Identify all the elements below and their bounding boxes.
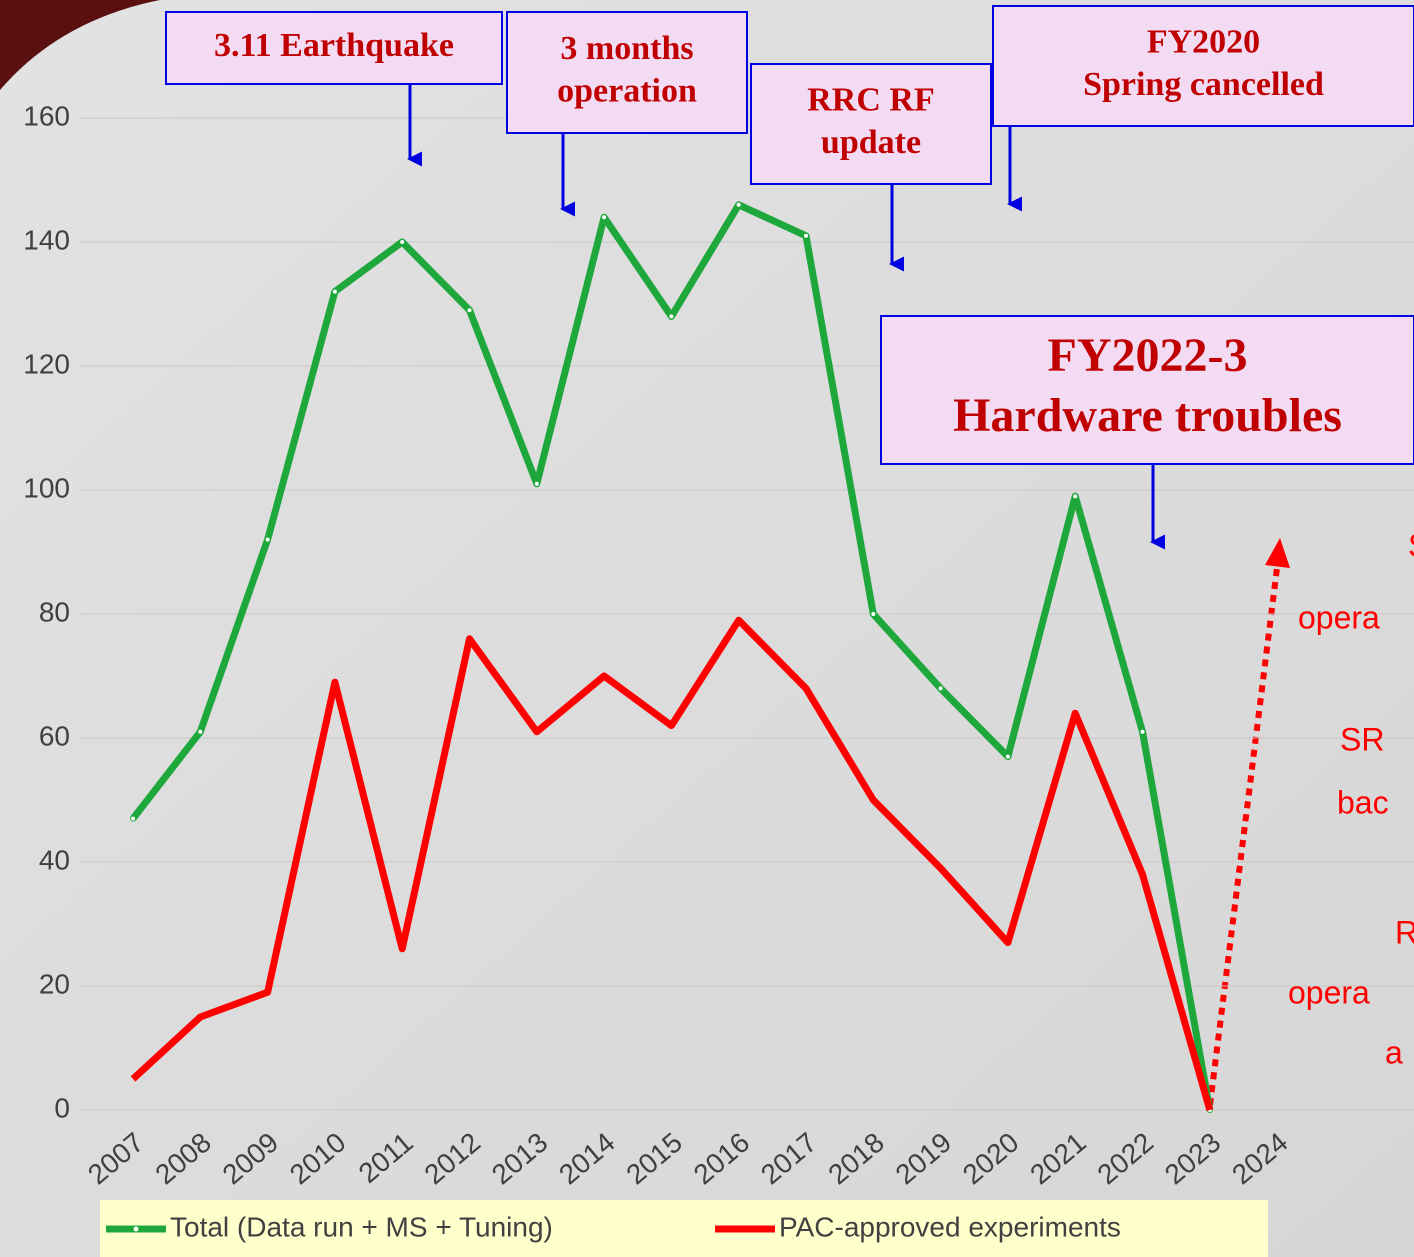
y-tick-label: 0	[54, 1092, 70, 1123]
point-marker	[399, 239, 406, 245]
point-marker	[1139, 728, 1146, 735]
annotation-text: Hardware troubles	[953, 389, 1342, 442]
point-marker	[937, 685, 944, 692]
legend-label: Total (Data run + MS + Tuning)	[170, 1211, 553, 1242]
legend-label: PAC-approved experiments	[779, 1211, 1121, 1242]
y-tick-label: 100	[23, 472, 70, 503]
point-marker	[668, 313, 675, 320]
corner-decoration	[0, 0, 160, 90]
point-marker	[1072, 493, 1079, 500]
annotation-text: FY2020	[1147, 24, 1260, 61]
annotation-text: RRC RF	[807, 82, 934, 119]
point-marker	[870, 611, 877, 617]
point-marker	[1004, 753, 1011, 760]
side-text: a	[1385, 1034, 1403, 1070]
y-tick-label: 40	[39, 844, 70, 875]
annotation-box	[750, 63, 992, 185]
side-text: opera	[1298, 599, 1380, 635]
side-text: SR	[1340, 721, 1384, 757]
side-text: S	[1408, 527, 1414, 563]
side-text: R	[1395, 914, 1414, 950]
annotation-text: operation	[557, 73, 697, 110]
y-tick-label: 160	[23, 100, 70, 131]
side-text: opera	[1288, 974, 1370, 1010]
y-tick-label: 20	[39, 968, 70, 999]
annotation-box	[992, 5, 1414, 127]
point-marker	[533, 480, 540, 487]
point-marker	[466, 307, 473, 314]
annotation-box	[880, 315, 1414, 465]
point-marker	[735, 201, 742, 208]
legend-marker	[132, 1225, 140, 1233]
annotation-box	[165, 11, 503, 85]
y-tick-label: 140	[23, 224, 70, 255]
point-marker	[130, 815, 136, 822]
annotation-text: 3 months	[560, 30, 693, 67]
y-tick-label: 120	[23, 348, 70, 379]
dotted-arrow	[1207, 559, 1281, 1106]
series-line	[130, 616, 1214, 1111]
point-marker	[601, 214, 608, 221]
point-marker	[197, 728, 204, 735]
annotation-box	[506, 11, 748, 134]
legend-box	[100, 1200, 1268, 1257]
annotation-text: 3.11 Earthquake	[214, 27, 454, 64]
point-marker	[264, 536, 271, 543]
point-marker	[803, 232, 809, 239]
side-text: bac	[1337, 784, 1389, 820]
y-tick-label: 80	[39, 596, 70, 627]
y-tick-label: 60	[39, 720, 70, 751]
arrow-head	[1265, 538, 1290, 568]
annotation-text: FY2022-3	[1048, 329, 1248, 382]
annotation-text: update	[821, 124, 921, 161]
point-marker	[331, 288, 338, 295]
annotation-text: Spring cancelled	[1083, 66, 1324, 103]
